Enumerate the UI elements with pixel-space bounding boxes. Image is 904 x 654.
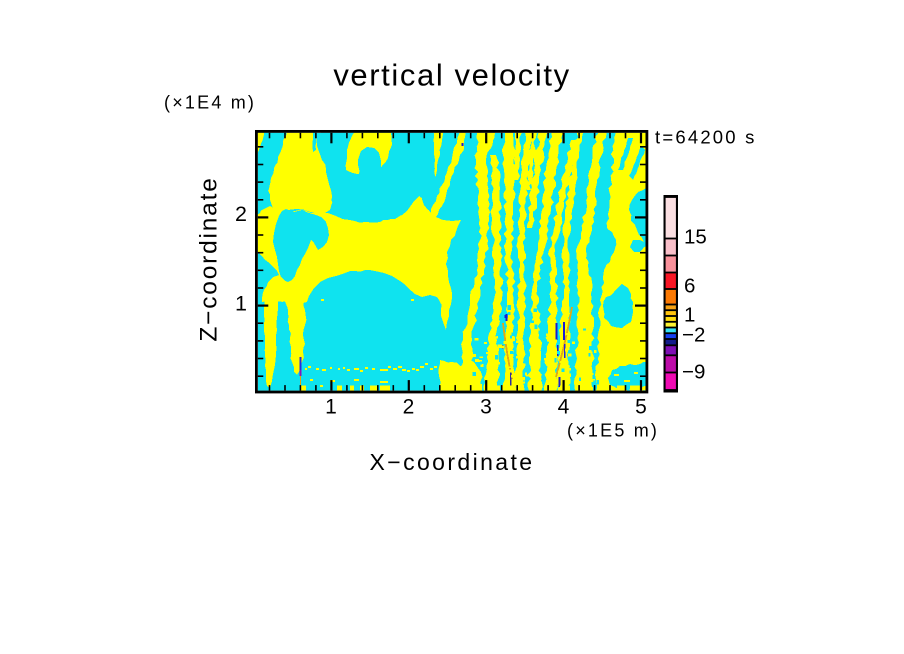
svg-text:2: 2 [403,396,415,419]
svg-text:15: 15 [684,226,707,249]
svg-text:4: 4 [558,396,570,419]
svg-text:5: 5 [635,396,647,419]
svg-text:t=64200 s: t=64200 s [655,127,757,148]
svg-text:−2: −2 [682,324,705,347]
svg-text:(×1E4 m): (×1E4 m) [164,93,256,113]
svg-text:1: 1 [325,396,337,419]
svg-text:1: 1 [684,304,695,327]
svg-text:−9: −9 [682,361,705,384]
svg-text:(×1E5 m): (×1E5 m) [567,421,659,441]
svg-text:vertical velocity: vertical velocity [333,58,570,93]
svg-text:Z−coordinate: Z−coordinate [196,176,223,341]
svg-text:1: 1 [235,292,247,316]
svg-text:6: 6 [684,275,695,298]
svg-text:3: 3 [480,396,492,419]
svg-text:X−coordinate: X−coordinate [370,449,535,475]
svg-text:2: 2 [235,202,247,226]
